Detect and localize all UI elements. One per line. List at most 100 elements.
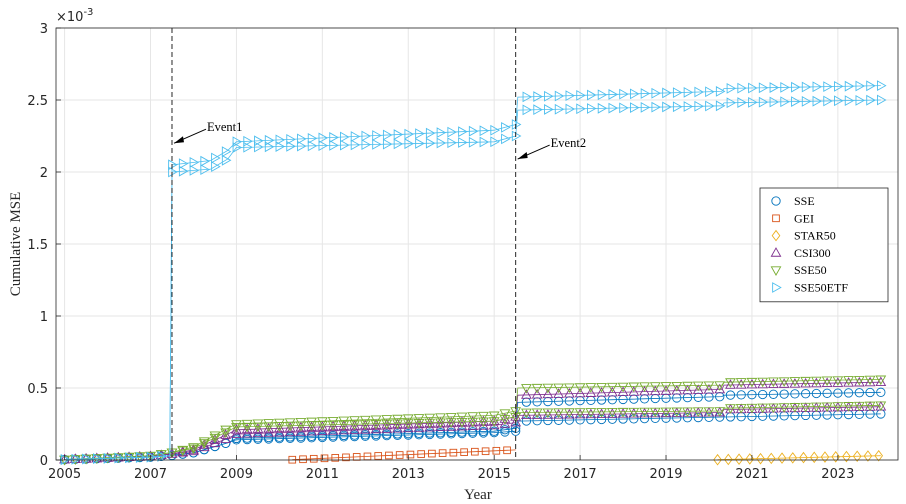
data-point	[264, 141, 275, 153]
data-point	[295, 418, 307, 428]
data-point	[823, 95, 833, 107]
data-point	[436, 127, 447, 139]
data-point	[299, 455, 307, 464]
data-point	[788, 452, 798, 464]
data-point	[746, 377, 758, 388]
data-point	[478, 411, 489, 422]
data-point	[714, 383, 726, 394]
data-point	[71, 453, 82, 465]
data-point	[597, 89, 608, 101]
data-point	[693, 412, 703, 423]
data-point	[370, 415, 382, 426]
data-point	[672, 87, 683, 99]
data-point	[875, 375, 887, 386]
data-point	[574, 408, 586, 419]
data-point	[349, 416, 360, 426]
data-point	[381, 415, 393, 425]
data-point	[619, 102, 629, 114]
data-point	[211, 161, 221, 172]
data-point	[243, 141, 253, 153]
data-point	[318, 132, 329, 144]
data-point	[402, 414, 414, 424]
data-point	[275, 141, 286, 152]
data-point	[521, 384, 532, 394]
data-point	[221, 154, 232, 166]
data-point	[617, 386, 629, 397]
data-point	[458, 137, 468, 148]
data-point	[189, 157, 200, 168]
data-point	[587, 103, 597, 114]
data-point	[585, 383, 597, 393]
data-point	[511, 130, 522, 142]
data-point	[146, 451, 157, 463]
data-point	[489, 426, 499, 436]
data-point	[220, 429, 232, 439]
data-point	[606, 408, 618, 418]
data-point	[585, 408, 597, 418]
data-point	[575, 415, 585, 425]
data-point	[576, 89, 586, 101]
data-point	[361, 139, 372, 151]
data-point	[264, 134, 275, 146]
data-point	[737, 97, 747, 108]
data-point	[791, 81, 801, 93]
data-point	[596, 414, 607, 425]
data-point	[853, 401, 865, 411]
data-point	[533, 91, 543, 102]
data-point	[406, 450, 415, 459]
data-point	[866, 94, 876, 106]
data-point	[853, 375, 865, 386]
data-point	[284, 418, 296, 428]
y-tick-label: 0.5	[27, 382, 48, 397]
data-point	[574, 408, 586, 418]
legend-entry: SSE50ETF	[794, 281, 848, 295]
data-point	[746, 403, 758, 414]
data-point	[748, 96, 758, 108]
data-point	[864, 401, 876, 412]
data-point	[306, 431, 317, 441]
data-point	[209, 433, 221, 444]
data-point	[723, 453, 733, 466]
data-point	[415, 128, 425, 139]
data-point	[563, 387, 575, 398]
data-point	[877, 80, 887, 91]
data-point	[435, 418, 446, 429]
data-point	[445, 418, 457, 428]
data-point	[499, 415, 511, 425]
x-tick-label: 2009	[220, 467, 253, 482]
data-point	[757, 403, 769, 413]
data-point	[318, 140, 329, 151]
data-point	[478, 426, 489, 437]
data-point	[188, 444, 199, 455]
data-point	[617, 382, 629, 393]
legend-marker	[772, 214, 780, 223]
legend: SSE GEI STAR50 CSI300 SSE50 SSE50ETF	[759, 187, 889, 303]
data-point	[714, 381, 726, 391]
data-point	[780, 81, 790, 93]
data-point	[587, 89, 597, 101]
data-point	[392, 419, 403, 430]
data-point	[198, 439, 210, 449]
x-axis-title: Year	[464, 487, 492, 503]
data-point	[812, 81, 823, 93]
data-point	[359, 415, 371, 426]
data-point	[531, 409, 543, 419]
data-point	[823, 81, 833, 92]
data-point	[649, 382, 661, 392]
data-point	[428, 449, 436, 458]
data-point	[778, 378, 790, 388]
data-point	[553, 383, 565, 394]
data-point	[810, 377, 822, 388]
data-point	[533, 104, 543, 116]
data-point	[758, 389, 768, 400]
series-line	[64, 85, 881, 460]
data-point	[799, 451, 808, 464]
data-point	[843, 388, 854, 398]
data-point	[608, 89, 619, 100]
data-point	[800, 377, 812, 388]
series-gei	[288, 446, 516, 464]
data-point	[853, 401, 865, 412]
data-point	[425, 428, 435, 438]
data-point	[500, 425, 510, 435]
x-axis: 2005 2007 2009 2011 2013 2015 2017 2019 2021 2023	[48, 455, 854, 482]
